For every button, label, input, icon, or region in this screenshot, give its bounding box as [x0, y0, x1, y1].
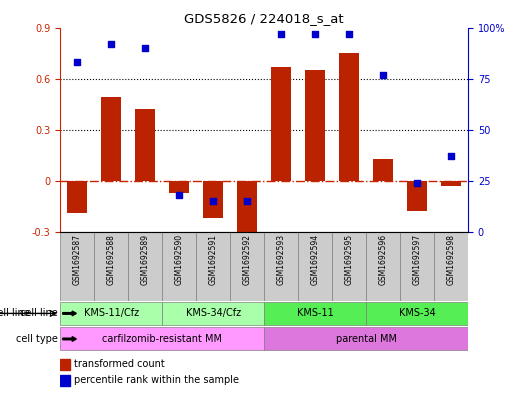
Text: KMS-11/Cfz: KMS-11/Cfz [84, 309, 139, 318]
Bar [196, 232, 230, 301]
Text: GSM1692589: GSM1692589 [141, 234, 150, 285]
Bar [60, 375, 70, 386]
Text: KMS-11: KMS-11 [297, 309, 334, 318]
Bar [135, 109, 155, 181]
Point [311, 31, 320, 37]
Point [209, 198, 218, 204]
Text: percentile rank within the sample: percentile rank within the sample [74, 375, 240, 385]
Text: GSM1692595: GSM1692595 [345, 234, 354, 285]
Bar [441, 181, 461, 186]
Bar [298, 232, 332, 301]
Text: cell line: cell line [20, 309, 58, 318]
Bar [60, 232, 94, 301]
Bar [407, 181, 427, 211]
Point [175, 192, 184, 198]
Bar [264, 327, 468, 351]
Text: GSM1692594: GSM1692594 [311, 234, 320, 285]
Bar [237, 181, 257, 237]
Text: GSM1692593: GSM1692593 [277, 234, 286, 285]
Text: GSM1692598: GSM1692598 [447, 234, 456, 285]
Bar [60, 327, 264, 351]
Text: KMS-34: KMS-34 [399, 309, 436, 318]
Bar [67, 181, 87, 213]
Text: cell type: cell type [16, 334, 58, 344]
Text: GSM1692587: GSM1692587 [73, 234, 82, 285]
Bar [366, 302, 468, 325]
Text: GSM1692591: GSM1692591 [209, 234, 218, 285]
Bar [128, 232, 162, 301]
Point [447, 153, 456, 160]
Bar [332, 232, 366, 301]
Title: GDS5826 / 224018_s_at: GDS5826 / 224018_s_at [184, 12, 344, 25]
Bar [94, 232, 128, 301]
Text: KMS-34/Cfz: KMS-34/Cfz [186, 309, 241, 318]
Text: GSM1692596: GSM1692596 [379, 234, 388, 285]
Bar [169, 181, 189, 193]
Bar [162, 302, 264, 325]
Bar [373, 159, 393, 181]
Bar [60, 302, 162, 325]
Point [107, 41, 116, 47]
Bar [339, 53, 359, 181]
Bar [366, 232, 400, 301]
Point [243, 198, 252, 204]
Bar [203, 181, 223, 218]
Bar [264, 302, 366, 325]
Text: carfilzomib-resistant MM: carfilzomib-resistant MM [102, 334, 222, 344]
Text: parental MM: parental MM [336, 334, 396, 344]
Text: GSM1692592: GSM1692592 [243, 234, 252, 285]
Bar [305, 70, 325, 181]
Point [345, 31, 354, 37]
Point [141, 45, 150, 51]
Bar [271, 67, 291, 181]
Bar [60, 359, 70, 369]
Point [277, 31, 286, 37]
Bar [400, 232, 434, 301]
Text: cell line: cell line [0, 309, 30, 318]
Text: transformed count: transformed count [74, 359, 165, 369]
Bar [162, 232, 196, 301]
Text: GSM1692597: GSM1692597 [413, 234, 422, 285]
Text: GSM1692590: GSM1692590 [175, 234, 184, 285]
Point [413, 180, 422, 186]
Point [379, 72, 388, 78]
Bar [101, 97, 121, 181]
Bar [264, 232, 298, 301]
Point [73, 59, 82, 65]
Text: GSM1692588: GSM1692588 [107, 234, 116, 285]
Bar [434, 232, 468, 301]
Bar [230, 232, 264, 301]
